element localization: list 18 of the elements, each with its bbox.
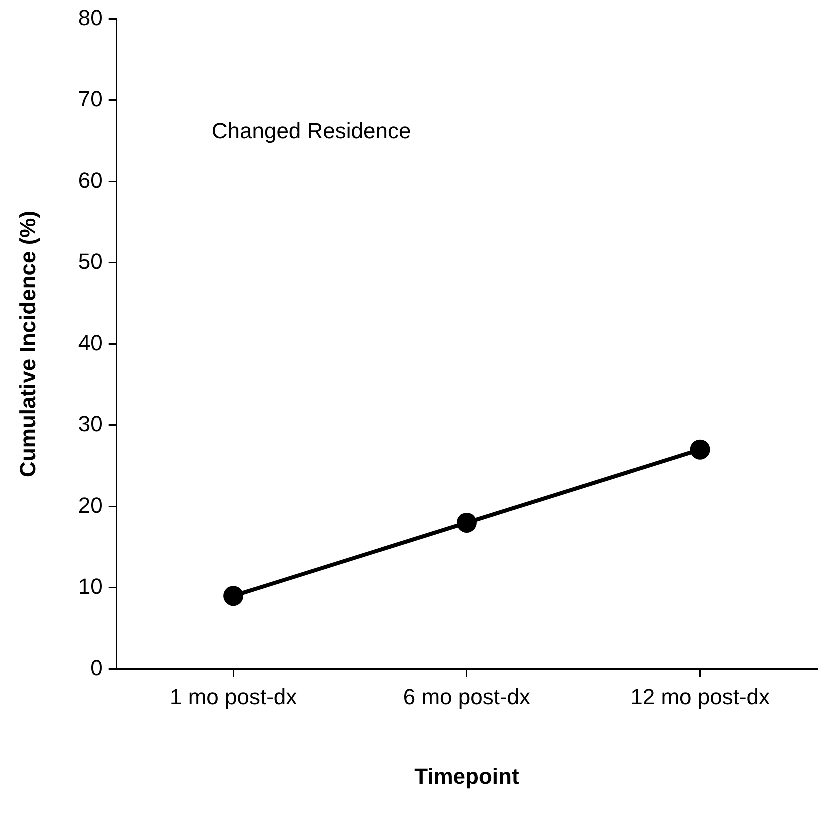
point xyxy=(456,512,477,533)
x-axis-title: Timepoint xyxy=(414,764,520,789)
y-tick-label: 20 xyxy=(78,492,103,518)
x-tick-label: 6 mo post-dx xyxy=(403,684,531,710)
y-tick-label: 10 xyxy=(78,574,103,600)
y-tick-label: 30 xyxy=(78,412,103,437)
point xyxy=(690,440,710,460)
annotation: Changed Residence xyxy=(212,118,412,144)
y-axis-title: Cumulative Incidence (%) xyxy=(15,210,40,478)
y-tick-label: 60 xyxy=(78,168,103,193)
y-tick-label: 0 xyxy=(90,655,103,680)
y-tick-label: 80 xyxy=(78,5,103,30)
y-tick-label: 50 xyxy=(78,249,103,274)
x-tick-label: 12 mo post-dx xyxy=(630,684,770,710)
y-tick-label: 40 xyxy=(78,330,103,356)
y-tick-label: 70 xyxy=(78,86,103,112)
x-tick-label: 1 mo post-dx xyxy=(170,684,298,710)
point xyxy=(224,586,244,606)
